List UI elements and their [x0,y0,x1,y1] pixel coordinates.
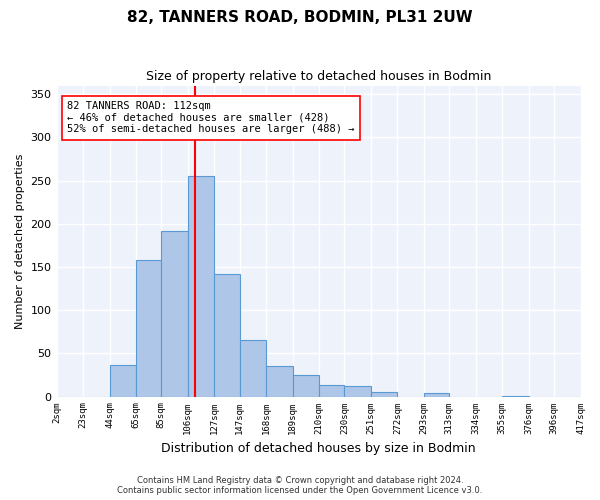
Text: 82, TANNERS ROAD, BODMIN, PL31 2UW: 82, TANNERS ROAD, BODMIN, PL31 2UW [127,10,473,25]
Title: Size of property relative to detached houses in Bodmin: Size of property relative to detached ho… [146,70,491,83]
Bar [239,340,266,396]
Bar [214,274,239,396]
Text: Contains HM Land Registry data © Crown copyright and database right 2024.
Contai: Contains HM Land Registry data © Crown c… [118,476,482,495]
Bar [188,176,214,396]
Bar [344,386,371,396]
Bar [110,364,136,396]
Bar [424,393,449,396]
Bar [371,392,397,396]
Bar [319,386,344,396]
Text: 82 TANNERS ROAD: 112sqm
← 46% of detached houses are smaller (428)
52% of semi-d: 82 TANNERS ROAD: 112sqm ← 46% of detache… [67,101,355,134]
Bar [293,375,319,396]
X-axis label: Distribution of detached houses by size in Bodmin: Distribution of detached houses by size … [161,442,476,455]
Bar [266,366,293,396]
Bar [161,230,188,396]
Y-axis label: Number of detached properties: Number of detached properties [15,154,25,328]
Bar [136,260,161,396]
